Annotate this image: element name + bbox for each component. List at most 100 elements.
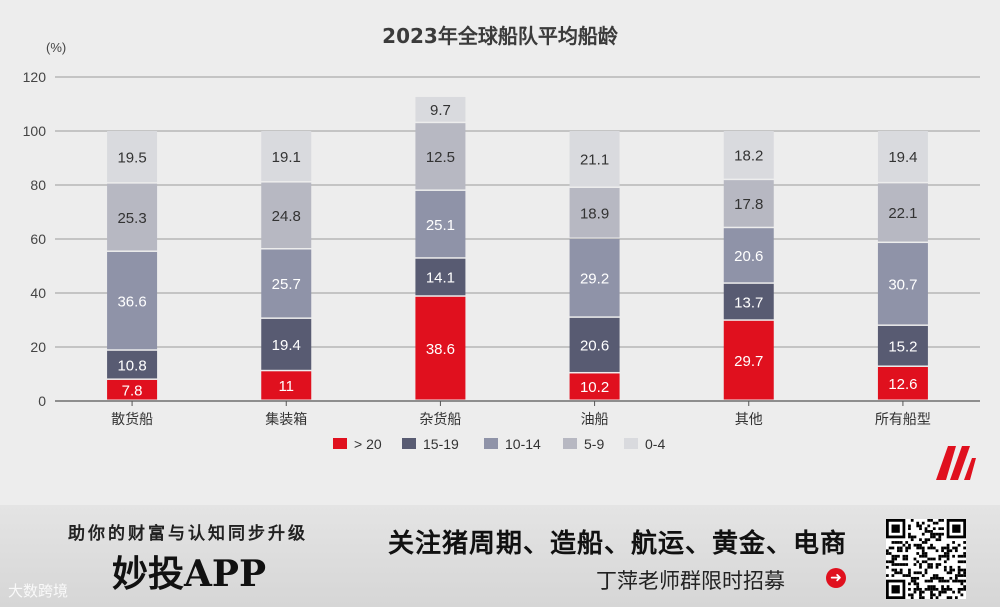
legend-label: 0-4 — [645, 436, 665, 452]
data-label: 24.8 — [272, 208, 301, 225]
data-label: 29.7 — [734, 353, 763, 370]
stacked-bar-chart: 2023年全球船队平均船龄 (%) 7.8 10.8 36.6 25.3 19.5 11 1… — [23, 24, 980, 452]
data-label: 25.7 — [272, 276, 301, 293]
data-label: 18.9 — [580, 205, 609, 222]
data-label: 36.6 — [117, 293, 146, 310]
bar-segment — [877, 366, 928, 400]
axes: 0 20 40 60 80 100 120 散货船 集装箱 杂货船 油船 其他 所有船型 — [23, 69, 980, 428]
data-label: 19.5 — [117, 149, 146, 166]
legend-label: 10-14 — [505, 436, 541, 452]
bars — [107, 96, 928, 400]
x-tick-label: 其他 — [735, 412, 763, 428]
recruit-link[interactable]: 丁萍老师群限时招募 — [596, 569, 785, 593]
data-label: 19.4 — [888, 149, 917, 166]
x-tick-label: 集装箱 — [265, 411, 307, 428]
y-tick-label: 100 — [23, 123, 47, 139]
data-label: 10.8 — [117, 357, 146, 374]
legend-label: 15-19 — [423, 436, 459, 452]
data-label: 9.7 — [430, 102, 451, 119]
value-labels: 7.8 10.8 36.6 25.3 19.5 11 19.4 25.7 24.8 19.1 38.… — [117, 102, 917, 399]
bar-segment — [723, 320, 774, 400]
bar-segment — [107, 379, 158, 400]
data-label: 19.4 — [272, 337, 301, 354]
data-label: 20.6 — [734, 248, 763, 265]
bar-segment — [569, 317, 620, 372]
bar-segment — [415, 190, 466, 258]
data-label: 10.2 — [580, 379, 609, 396]
chart-area: 2023年全球船队平均船龄 (%) 7.8 10.8 36.6 25.3 19.5 11 1… — [22, 24, 980, 480]
bar-segment — [723, 131, 774, 179]
bar-segment — [569, 239, 620, 317]
legend-swatch — [333, 438, 347, 449]
bar-segment — [877, 183, 928, 242]
bar-segment — [415, 123, 466, 190]
data-label: 7.8 — [122, 382, 143, 399]
y-unit-label: (%) — [46, 40, 66, 55]
data-label: 12.6 — [888, 376, 917, 393]
bar-segment — [415, 96, 466, 122]
ad-banner[interactable]: 助你的财富与认知同步升级 妙投APP 关注猪周期、造船、航运、黄金、电商 丁萍老… — [0, 505, 1000, 607]
legend-label: > 20 — [354, 436, 382, 452]
data-label: 15.2 — [888, 338, 917, 355]
bar-segment — [107, 251, 158, 350]
y-tick-label: 120 — [23, 69, 47, 85]
bar-segment — [569, 373, 620, 400]
legend: > 20 15-19 10-14 5-9 0-4 — [333, 436, 665, 452]
bar-segment — [107, 131, 158, 183]
y-tick-label: 80 — [30, 177, 46, 193]
bar-segment — [261, 249, 312, 318]
data-label: 25.3 — [117, 210, 146, 227]
bar-segment — [569, 131, 620, 187]
data-label: 22.1 — [888, 205, 917, 222]
data-label: 38.6 — [426, 341, 455, 358]
data-label: 20.6 — [580, 338, 609, 355]
data-label: 17.8 — [734, 196, 763, 213]
x-tick-label: 杂货船 — [419, 411, 461, 428]
y-tick-label: 20 — [30, 339, 46, 355]
arrow-right-icon[interactable]: ➜ — [826, 568, 846, 588]
bar-segment — [415, 258, 466, 296]
bar-segment — [107, 183, 158, 251]
data-label: 18.2 — [734, 148, 763, 165]
data-label: 14.1 — [426, 270, 455, 287]
data-label: 12.5 — [426, 149, 455, 166]
y-tick-label: 60 — [30, 231, 46, 247]
bar-segment — [877, 325, 928, 366]
watermark: 大数跨境 — [8, 582, 69, 600]
data-label: 21.1 — [580, 151, 609, 168]
legend-swatch — [402, 438, 416, 449]
bar-segment — [877, 243, 928, 325]
chart-title: 2023年全球船队平均船龄 — [382, 24, 619, 48]
bar-segment — [877, 131, 928, 182]
bar-segment — [569, 187, 620, 238]
bar-segment — [261, 182, 312, 249]
legend-swatch — [484, 438, 498, 449]
data-label: 25.1 — [426, 217, 455, 234]
x-tick-label: 所有船型 — [875, 412, 931, 428]
data-label: 11 — [278, 378, 294, 395]
bar-segment — [723, 228, 774, 283]
banner-slogan: 助你的财富与认知同步升级 — [68, 524, 308, 544]
bar-segment — [261, 318, 312, 370]
bar-segment — [415, 296, 466, 400]
brand-logo-icon — [936, 446, 976, 480]
legend-swatch — [624, 438, 638, 449]
legend-label: 5-9 — [584, 436, 604, 452]
bar-segment — [723, 180, 774, 227]
qr-code-icon — [886, 519, 966, 599]
legend-swatch — [563, 438, 577, 449]
grid-lines — [55, 76, 980, 348]
banner-topics: 关注猪周期、造船、航运、黄金、电商 — [388, 529, 848, 559]
data-label: 30.7 — [888, 276, 917, 293]
data-label: 29.2 — [580, 270, 609, 287]
bar-segment — [723, 283, 774, 320]
bar-segment — [107, 350, 158, 379]
bar-segment — [261, 131, 312, 182]
x-tick-label: 散货船 — [111, 411, 153, 428]
x-tick-label: 油船 — [581, 412, 609, 428]
data-label: 19.1 — [272, 149, 301, 166]
app-name: 妙投APP — [112, 553, 267, 595]
y-tick-label: 0 — [38, 393, 46, 409]
data-label: 13.7 — [734, 294, 763, 311]
bar-segment — [261, 371, 312, 400]
